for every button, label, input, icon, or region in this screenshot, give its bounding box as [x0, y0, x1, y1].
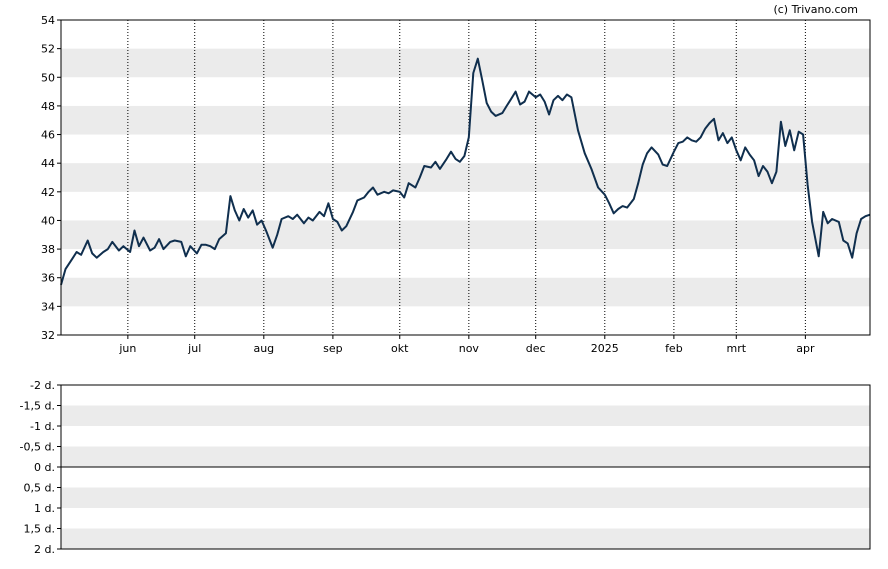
x-tick-label: jul	[187, 342, 201, 355]
price-chart-panel: jun jul aug sep okt nov dec 2025 feb mrt apr 32 34 36…	[41, 14, 871, 355]
y-tick-label: 34	[41, 300, 55, 313]
grid-band	[61, 405, 870, 426]
grid-band	[61, 487, 870, 508]
lower-indicator-panel: 2 d. 1,5 d. 1 d. 0,5 d. 0 d. -0,5 d. -1 d. -1,5…	[20, 379, 871, 556]
lower-plot-frame	[60, 384, 871, 550]
grid-band	[61, 528, 870, 549]
y-tick-label: 52	[41, 43, 55, 56]
y-tick-label: 38	[41, 243, 55, 256]
x-tick-label: nov	[459, 342, 480, 355]
price-series-line	[60, 57, 871, 286]
y-tick-label: 0,5 d.	[24, 482, 55, 495]
y-tick-label: 50	[41, 71, 55, 84]
grid-band	[61, 220, 870, 250]
y-tick-label: -1,5 d.	[20, 400, 55, 413]
x-tick-label: mrt	[726, 342, 746, 355]
grid-band	[61, 48, 870, 78]
grid-band	[61, 105, 870, 135]
y-tick-label: 40	[41, 214, 55, 227]
grid-band	[61, 446, 870, 467]
x-tick-label: apr	[796, 342, 815, 355]
y-tick-label: 48	[41, 100, 55, 113]
price-plot-frame	[60, 19, 871, 336]
y-tick-label: 36	[41, 272, 55, 285]
y-tick-label: 42	[41, 186, 55, 199]
x-tick-label: aug	[253, 342, 274, 355]
x-tick-label: feb	[665, 342, 683, 355]
grid-band	[61, 163, 870, 192]
grid-band	[61, 277, 870, 307]
x-tick-label: sep	[323, 342, 342, 355]
y-tick-label: 44	[41, 157, 55, 170]
y-tick-label: 0 d.	[34, 461, 55, 474]
y-tick-label: -1 d.	[30, 420, 55, 433]
y-tick-label: 1 d.	[34, 502, 55, 515]
y-tick-label: 1,5 d.	[24, 523, 55, 536]
y-tick-label: -2 d.	[30, 379, 55, 392]
x-tick-label: jun	[118, 342, 136, 355]
x-tick-label: dec	[526, 342, 546, 355]
y-tick-label: -0,5 d.	[20, 441, 55, 454]
y-tick-label: 54	[41, 14, 55, 27]
x-tick-label: okt	[391, 342, 409, 355]
y-tick-label: 46	[41, 129, 55, 142]
y-tick-label: 32	[41, 329, 55, 342]
x-tick-label: 2025	[591, 342, 619, 355]
copyright-label: (c) Trivano.com	[773, 3, 858, 16]
y-tick-label: 2 d.	[34, 543, 55, 556]
